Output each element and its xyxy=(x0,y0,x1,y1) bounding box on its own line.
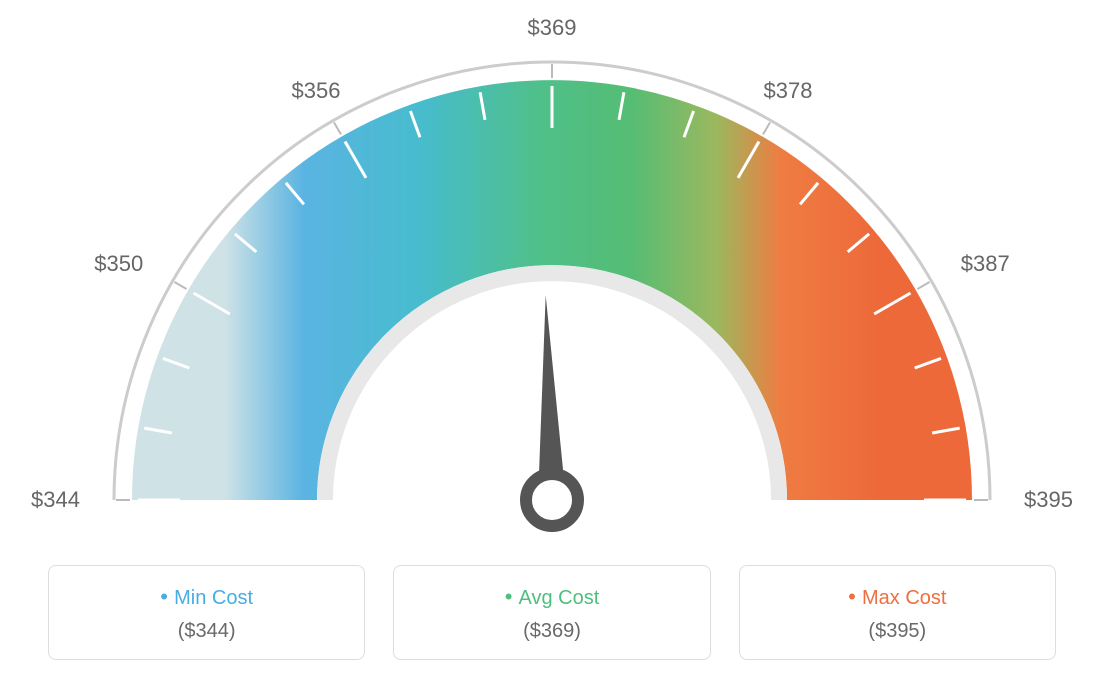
legend-title-max: Max Cost xyxy=(750,584,1045,610)
gauge-svg: $344 $350 $356 $369 $378 $387 $395 xyxy=(0,0,1104,560)
gauge-tick-label: $395 xyxy=(1024,487,1073,512)
gauge-tick-label: $387 xyxy=(961,251,1010,276)
gauge-tick-label: $369 xyxy=(528,15,577,40)
cost-gauge-chart: $344 $350 $356 $369 $378 $387 $395 Min Cost ($… xyxy=(0,0,1104,690)
gauge-tick-label: $356 xyxy=(292,78,341,103)
legend-card-min: Min Cost ($344) xyxy=(48,565,365,660)
legend-row: Min Cost ($344) Avg Cost ($369) Max Cost… xyxy=(48,565,1056,660)
gauge-area: $344 $350 $356 $369 $378 $387 $395 xyxy=(0,0,1104,560)
legend-card-max: Max Cost ($395) xyxy=(739,565,1056,660)
gauge-needle-hub xyxy=(526,474,578,526)
legend-value-min: ($344) xyxy=(59,620,354,643)
legend-title-avg: Avg Cost xyxy=(404,584,699,610)
legend-value-avg: ($369) xyxy=(404,620,699,643)
legend-title-min: Min Cost xyxy=(59,584,354,610)
gauge-tick-label: $350 xyxy=(94,251,143,276)
gauge-tick-label: $378 xyxy=(764,78,813,103)
legend-card-avg: Avg Cost ($369) xyxy=(393,565,710,660)
gauge-tick-label: $344 xyxy=(31,487,80,512)
legend-value-max: ($395) xyxy=(750,620,1045,643)
